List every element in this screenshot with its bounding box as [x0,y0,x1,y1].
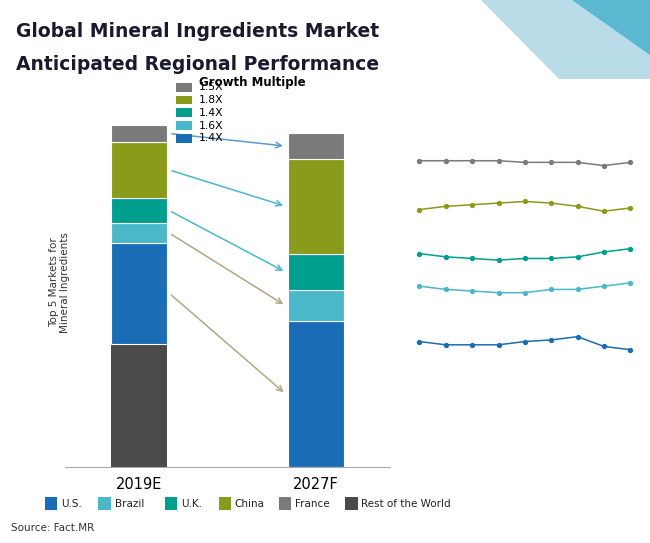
Text: 1.8X: 1.8X [199,95,224,105]
Bar [176,83,192,92]
Text: Global Mineral Ingredients Market: Global Mineral Ingredients Market [16,22,380,41]
Bar [287,134,344,159]
Bar [287,291,344,321]
Bar [111,142,168,198]
Text: Growth Multiple: Growth Multiple [199,76,306,89]
Text: 1.4X: 1.4X [199,134,224,143]
Text: .: . [536,521,541,535]
Bar [287,159,344,254]
Bar [111,243,168,344]
Text: Fact: Fact [502,521,535,535]
Text: Rest of the World: Rest of the World [361,498,450,509]
Text: 1.4X: 1.4X [199,108,224,118]
Bar [176,121,192,130]
Bar [287,321,344,467]
Text: China: China [235,498,265,509]
Bar [111,198,168,223]
Y-axis label: Top 5 Markets for
Mineral Ingredients: Top 5 Markets for Mineral Ingredients [49,232,70,333]
Text: Source: Fact.MR: Source: Fact.MR [10,523,94,533]
Text: 1.5X: 1.5X [199,82,224,92]
Bar [176,134,192,143]
Bar [176,96,192,104]
Bar [176,109,192,117]
Text: U.S.: U.S. [60,498,82,509]
Bar [279,497,291,510]
Bar [111,125,168,142]
Bar [111,344,168,467]
Bar [99,497,111,510]
Polygon shape [572,0,650,55]
Bar [345,497,358,510]
Bar [165,497,177,510]
Text: France: France [294,498,330,509]
Text: 1.6X: 1.6X [199,121,224,131]
Bar [111,223,168,243]
Text: Anticipated Regional Performance: Anticipated Regional Performance [16,55,380,74]
Bar [45,497,57,510]
Text: MR: MR [577,521,601,535]
Bar [218,497,231,510]
Text: U.K.: U.K. [181,498,202,509]
Text: Brazil: Brazil [114,498,144,509]
Polygon shape [481,0,650,79]
Bar [287,254,344,291]
